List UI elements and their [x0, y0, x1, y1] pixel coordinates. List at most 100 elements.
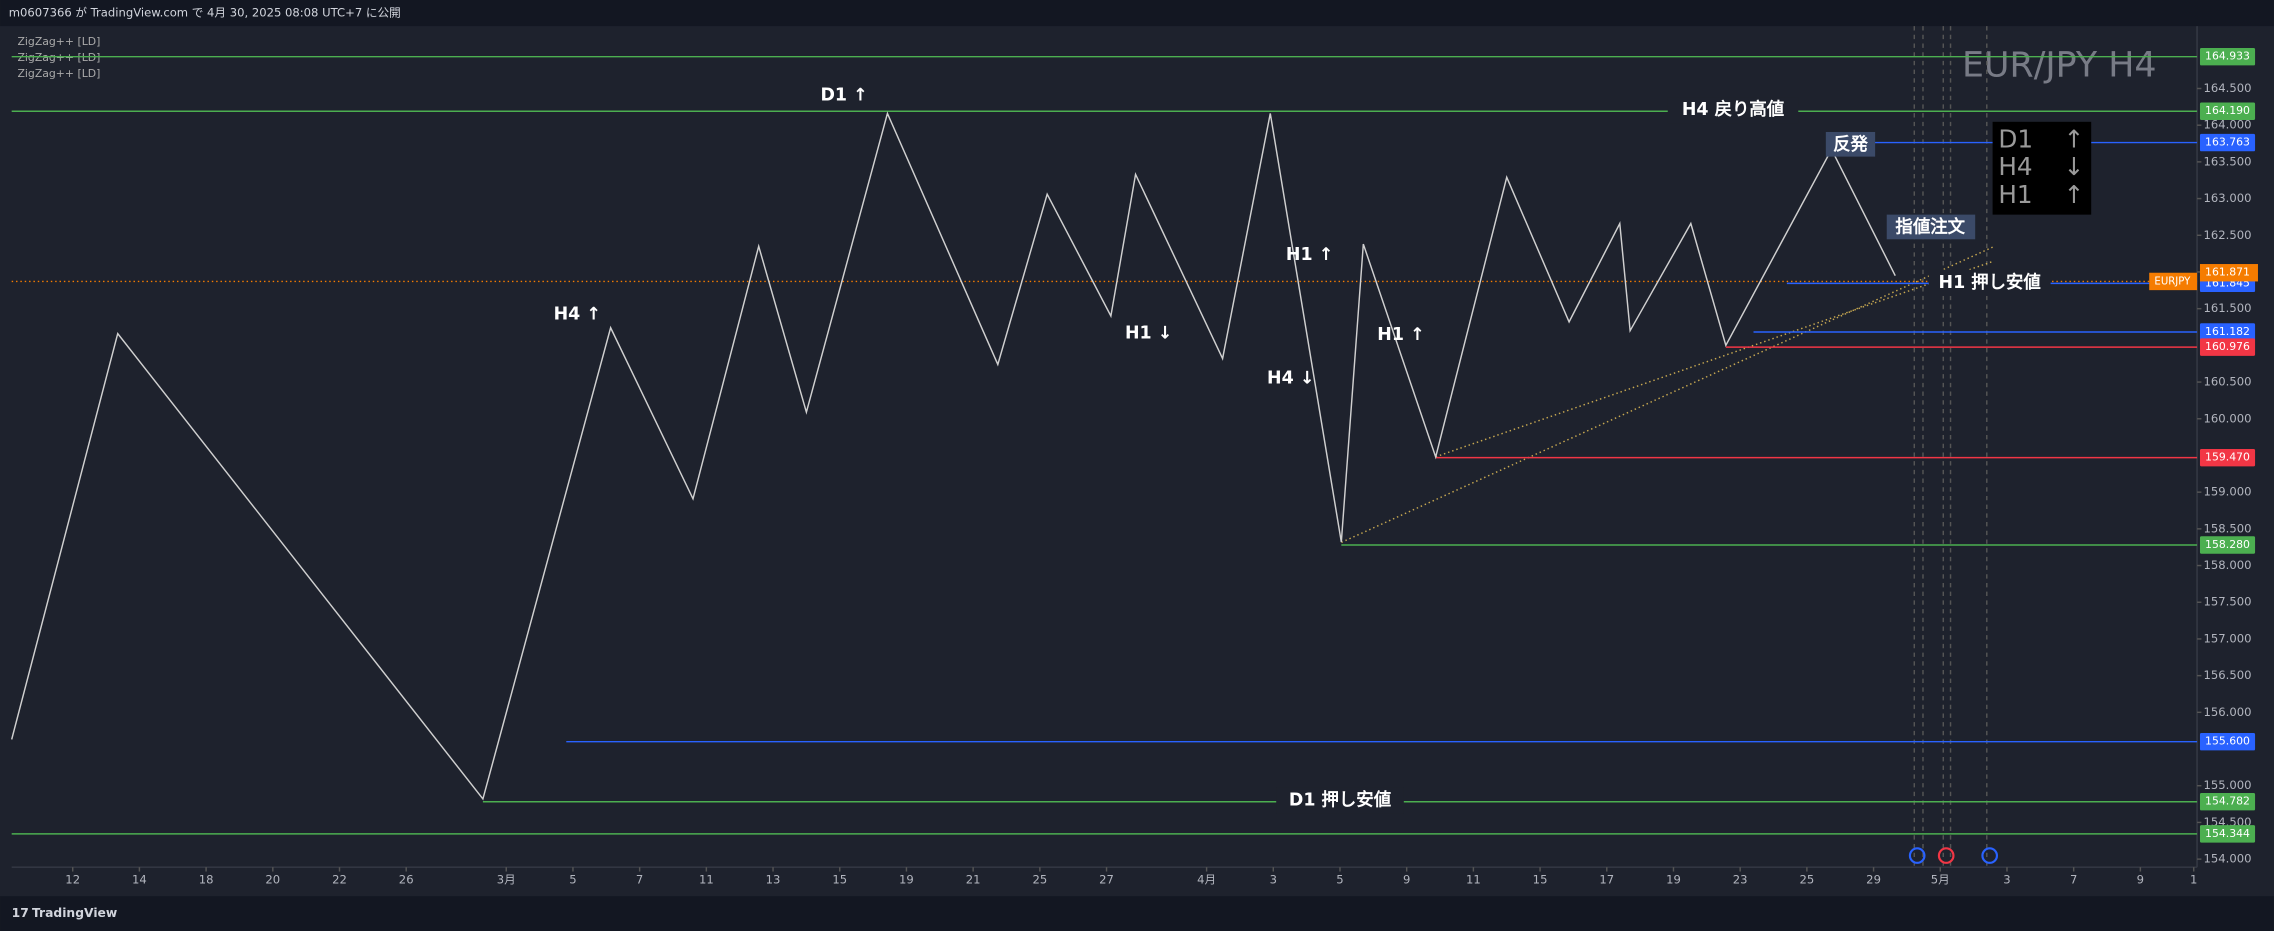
y-tick-label: 163.000 — [2204, 191, 2252, 205]
level-label-bg — [2199, 536, 2256, 554]
x-tick-label: 3 — [1270, 873, 1277, 887]
x-tick-label: 19 — [899, 873, 914, 887]
x-tick-label: 21 — [966, 873, 981, 887]
x-tick-label: 9 — [2137, 873, 2144, 887]
level-label-bg — [2199, 338, 2256, 356]
level-label-bg — [2199, 48, 2256, 66]
y-tick-label: 160.500 — [2204, 375, 2252, 389]
x-tick-label: 9 — [1403, 873, 1410, 887]
annotation: H1 ↓ — [1125, 324, 1172, 344]
annotation: H1 ↑ — [1286, 245, 1333, 265]
annotation: H4 ↓ — [1267, 368, 1314, 388]
level-label-bg — [2199, 323, 2256, 341]
x-tick-label: 25 — [1799, 873, 1814, 887]
footer-brand: TradingView — [32, 906, 117, 920]
status-tf: D1 — [1998, 125, 2033, 154]
label-bg — [1928, 269, 2051, 296]
x-tick-label: 7 — [636, 873, 643, 887]
level-label: 154.782 — [2205, 795, 2250, 808]
y-tick-label: 157.500 — [2204, 595, 2252, 609]
indicator: ZigZag++ [LD] — [17, 51, 100, 64]
annotation: H4 戻り高値 — [1682, 99, 1785, 120]
x-tick-label: 19 — [1666, 873, 1681, 887]
x-tick-label: 22 — [332, 873, 347, 887]
y-tick-label: 161.500 — [2204, 301, 2252, 315]
level-label-bg — [2199, 732, 2256, 751]
level-label: 154.344 — [2205, 827, 2250, 840]
x-tick-label: 4月 — [1197, 873, 1216, 887]
event-icons — [1908, 847, 1999, 864]
annotation: H4 ↑ — [554, 305, 601, 325]
x-tick-label: 29 — [1866, 873, 1881, 887]
status-tf: H1 — [1998, 180, 2032, 209]
y-tick-label: 155.000 — [2204, 778, 2252, 792]
current-price-bg — [2199, 264, 2258, 282]
y-tick-label: 159.000 — [2204, 485, 2252, 499]
current-price: 161.871 — [2205, 266, 2250, 279]
x-tick-label: 14 — [132, 873, 147, 887]
y-tick-label: 163.500 — [2204, 154, 2252, 168]
y-tick-label: 164.000 — [2204, 118, 2252, 132]
x-tick-label: 15 — [1533, 873, 1548, 887]
x-tick-label: 1 — [2190, 873, 2197, 887]
level-label: 164.190 — [2205, 104, 2250, 117]
level-label: 159.470 — [2205, 451, 2250, 464]
x-tick-label: 26 — [399, 873, 414, 887]
x-tick-label: 17 — [1599, 873, 1614, 887]
y-tick-label: 157.000 — [2204, 631, 2252, 645]
status: D1 ↑ H4 ↓ H1 ↑ — [1998, 125, 2084, 209]
session-lines — [1913, 26, 1988, 868]
label-bg — [1276, 787, 1404, 814]
plot: 164.500164.000163.500163.000162.500162.0… — [10, 26, 2258, 887]
level-label-bg — [2199, 448, 2256, 467]
x-tick-label: 27 — [1099, 873, 1114, 887]
x-tick-label: 25 — [1032, 873, 1047, 887]
annotation: H1 ↑ — [1377, 325, 1424, 345]
annotation: 反発 — [1833, 134, 1868, 155]
level-label: 161.182 — [2205, 325, 2250, 338]
y-tick-label: 158.000 — [2204, 558, 2252, 572]
status-arrow: ↑ — [2063, 125, 2084, 154]
x-tick-label: 7 — [2070, 873, 2077, 887]
chart-title: EUR/JPY H4 — [1962, 46, 2156, 86]
label-bg — [1667, 97, 1799, 124]
x-tick-label: 20 — [265, 873, 280, 887]
x-tick-label: 3月 — [497, 873, 516, 887]
annotation: D1 ↑ — [820, 86, 867, 106]
level-label: 160.976 — [2205, 340, 2250, 353]
indicator: ZigZag++ [LD] — [17, 67, 100, 80]
x-tick-label: 3 — [2003, 873, 2010, 887]
status-arrow: ↑ — [2063, 180, 2084, 209]
y-tick-label: 158.500 — [2204, 521, 2252, 535]
annotation: D1 押し安値 — [1289, 789, 1392, 810]
level-label-bg — [2199, 102, 2256, 120]
level-label: 163.763 — [2205, 136, 2250, 149]
x-tick-label: 5 — [569, 873, 576, 887]
header-bar — [0, 0, 2274, 27]
level-label: 164.933 — [2205, 50, 2250, 63]
logo: 17 — [12, 906, 29, 920]
x-tick-label: 5 — [1336, 873, 1343, 887]
status-tf: H4 — [1998, 152, 2032, 181]
x-tick-label: 12 — [65, 873, 80, 887]
y-tick-label: 154.000 — [2204, 852, 2252, 866]
annotation: H1 押し安値 — [1939, 272, 2042, 293]
indicator: ZigZag++ [LD] — [17, 35, 100, 48]
y-tick-label: 162.500 — [2204, 228, 2252, 242]
status-box — [1992, 121, 2092, 215]
x-tick-label: 15 — [832, 873, 847, 887]
status-arrow: ↓ — [2063, 152, 2084, 181]
badge — [1825, 131, 1876, 157]
x-tick-label: 5月 — [1931, 873, 1950, 887]
y-tick-label: 160.000 — [2204, 411, 2252, 425]
x-tick-label: 11 — [1466, 873, 1481, 887]
x-tick-label: 23 — [1733, 873, 1748, 887]
x-tick-label: 13 — [766, 873, 781, 887]
badge — [1886, 214, 1976, 240]
x-tick-label: 11 — [699, 873, 714, 887]
footer-bar — [0, 896, 2274, 931]
x-tick-label: 18 — [199, 873, 214, 887]
